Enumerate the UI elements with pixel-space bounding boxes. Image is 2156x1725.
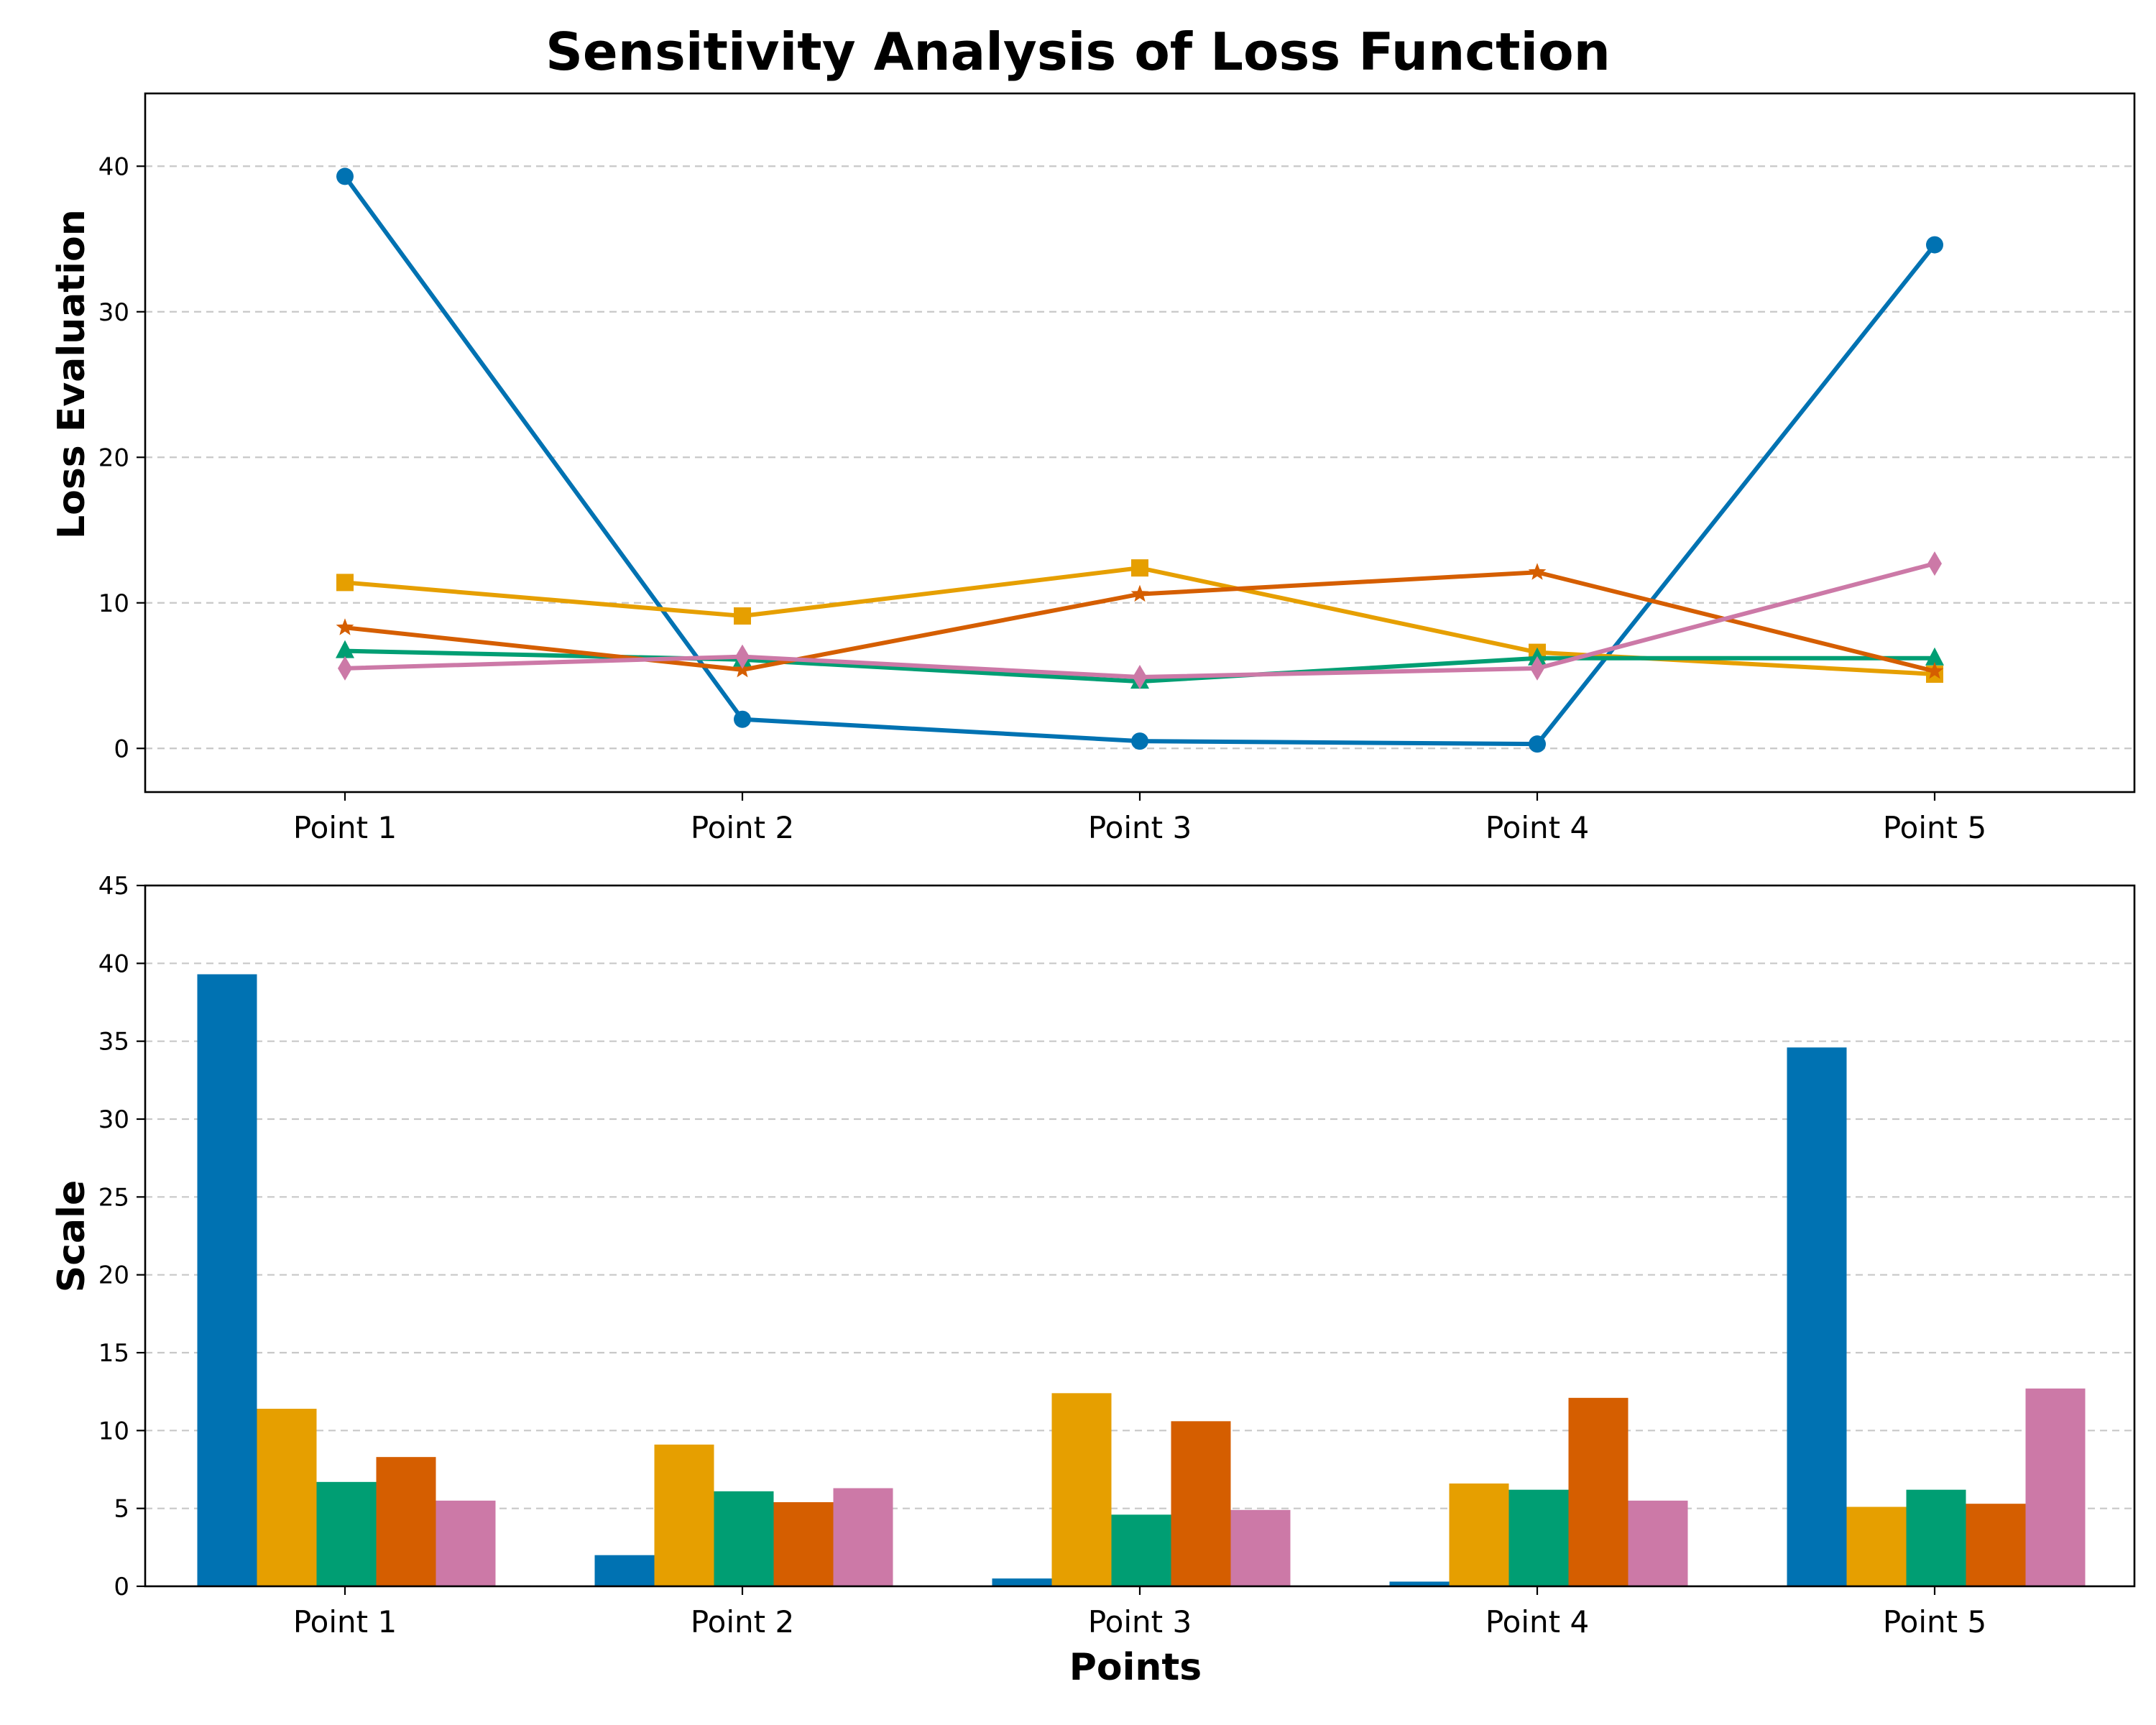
- bar: [1111, 1514, 1171, 1586]
- line-marker: [1926, 236, 1943, 254]
- line-marker: [1529, 735, 1546, 753]
- x-tick-label: Point 5: [1883, 1604, 1986, 1639]
- y-tick-label: 25: [98, 1183, 129, 1212]
- bar: [1568, 1397, 1628, 1586]
- line-marker: [735, 644, 750, 669]
- x-tick-label: Point 2: [691, 810, 794, 845]
- y-tick-label: 40: [98, 152, 129, 181]
- bar: [1051, 1393, 1112, 1586]
- x-tick-label: Point 3: [1088, 1604, 1192, 1639]
- line-marker: [734, 607, 751, 625]
- bar: [1508, 1489, 1569, 1586]
- x-tick-label: Point 4: [1485, 1604, 1589, 1639]
- line-marker: [1133, 665, 1147, 690]
- x-tick-label: Point 3: [1088, 810, 1192, 845]
- bar: [376, 1457, 436, 1586]
- x-tick-label: Point 1: [293, 810, 397, 845]
- line-marker: [1925, 661, 1944, 679]
- line-marker: [338, 656, 352, 681]
- line-marker: [336, 618, 354, 635]
- bar: [654, 1444, 714, 1586]
- y-tick-label: 35: [98, 1028, 129, 1057]
- bar: [773, 1502, 834, 1586]
- bar: [1787, 1047, 1847, 1586]
- line-marker: [1530, 656, 1544, 681]
- line-marker: [1927, 551, 1942, 576]
- line-marker: [336, 640, 354, 658]
- bottom-x-axis-label: Points: [1069, 1646, 1202, 1689]
- line-marker: [336, 167, 354, 185]
- y-tick-label: 45: [98, 872, 129, 901]
- bar: [1230, 1509, 1291, 1586]
- bar: [1906, 1489, 1966, 1586]
- bar: [714, 1491, 774, 1586]
- line-marker: [1131, 732, 1148, 750]
- line-marker: [1528, 563, 1547, 580]
- bar: [594, 1555, 655, 1586]
- line-marker: [734, 710, 751, 728]
- bar: [1966, 1504, 2026, 1586]
- y-tick-label: 15: [98, 1339, 129, 1368]
- bar: [1846, 1506, 1907, 1586]
- bar-chart: 0 5 10 15 20 25 30 35 40 45 Point 1 Point 2 Point 3 P…: [98, 872, 2136, 1639]
- y-tick-label: 5: [114, 1495, 129, 1524]
- bar: [436, 1500, 496, 1586]
- y-tick-label: 10: [98, 1417, 129, 1445]
- bar: [2025, 1388, 2086, 1586]
- x-tick-label: Point 4: [1485, 810, 1589, 845]
- bar: [992, 1578, 1052, 1586]
- y-tick-label: 0: [114, 735, 129, 763]
- y-tick-label: 20: [98, 443, 129, 472]
- bar: [833, 1488, 893, 1586]
- chart-title: Sensitivity Analysis of Loss Function: [545, 22, 1611, 82]
- bar: [197, 974, 257, 1586]
- line-chart: 0 10 20 30 40 Point 1 Point 2 Point 3 Point 4 Poi…: [98, 92, 2136, 845]
- x-tick-label: Point 5: [1883, 810, 1986, 845]
- bar: [1389, 1581, 1450, 1586]
- y-tick-label: 30: [98, 1105, 129, 1134]
- line-marker: [1131, 559, 1148, 577]
- bar: [1628, 1500, 1688, 1586]
- y-tick-label: 10: [98, 589, 129, 618]
- line-marker: [1130, 584, 1149, 602]
- x-tick-label: Point 2: [691, 1604, 794, 1639]
- bar: [257, 1409, 317, 1586]
- y-tick-label: 40: [98, 949, 129, 978]
- x-tick-label: Point 1: [293, 1604, 397, 1639]
- line-marker: [1925, 647, 1944, 666]
- y-tick-label: 0: [114, 1573, 129, 1601]
- line-marker: [336, 574, 354, 592]
- bar: [316, 1481, 377, 1586]
- y-tick-label: 30: [98, 298, 129, 327]
- y-tick-label: 20: [98, 1261, 129, 1290]
- bar: [1171, 1421, 1231, 1586]
- bar: [1449, 1484, 1509, 1586]
